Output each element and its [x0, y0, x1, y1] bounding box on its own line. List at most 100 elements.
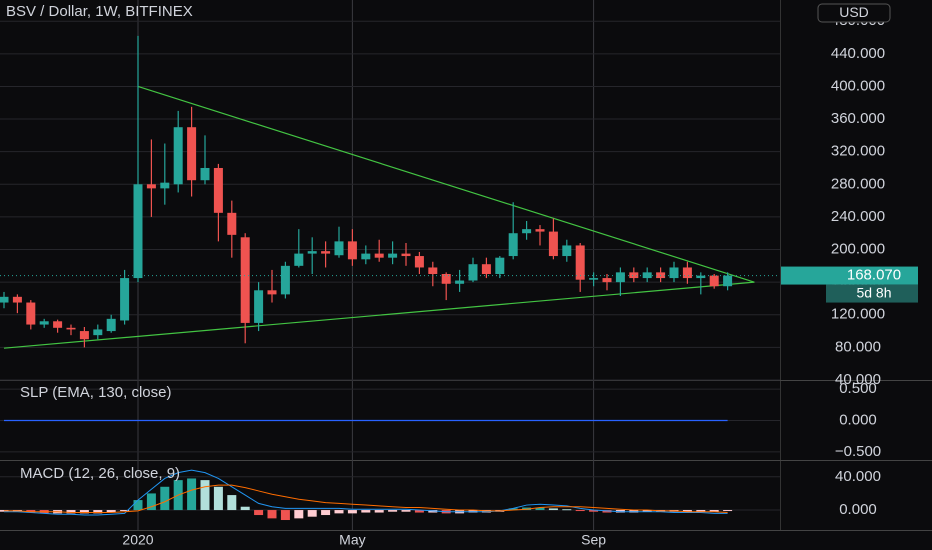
candle-body	[334, 241, 344, 256]
y-tick-label: 400.000	[831, 77, 885, 94]
y-tick-label: 200.000	[831, 240, 885, 257]
y-tick-label: 0.500	[839, 380, 877, 397]
candle-body	[307, 251, 317, 254]
macd-line	[4, 469, 728, 516]
histogram-bar	[240, 506, 250, 511]
candle-body	[495, 257, 505, 274]
candle-body	[26, 302, 36, 325]
histogram-bar	[254, 510, 264, 516]
candle-body	[66, 327, 76, 330]
y-tick-label: 320.000	[831, 143, 885, 160]
candle-body	[723, 275, 733, 287]
candle-body	[12, 296, 22, 303]
histogram-bar	[133, 500, 143, 511]
histogram-bar	[294, 510, 304, 519]
histogram-bar	[200, 480, 210, 511]
histogram-bar	[535, 507, 545, 511]
histogram-bar	[682, 510, 692, 512]
y-tick-label: 360.000	[831, 110, 885, 127]
histogram-bar	[723, 510, 733, 512]
candle-body	[347, 241, 357, 260]
candle-body	[575, 245, 585, 280]
candle-body	[240, 237, 250, 323]
histogram-bar	[227, 495, 237, 511]
histogram-bar	[307, 510, 317, 517]
histogram-bar	[120, 510, 130, 512]
candle-body	[0, 296, 9, 303]
y-tick-label: 0.000	[839, 411, 877, 428]
histogram-bar	[66, 510, 76, 514]
histogram-bar	[187, 478, 197, 511]
y-tick-label: 120.000	[831, 306, 885, 323]
candle-body	[562, 245, 572, 257]
candle-body	[455, 280, 465, 284]
macd-line	[4, 484, 728, 514]
x-tick-label: Sep	[581, 532, 606, 548]
histogram-bar	[508, 508, 518, 511]
last-price-box	[781, 266, 918, 285]
candle-body	[106, 318, 116, 332]
trendline	[137, 85, 755, 283]
candle-body	[187, 127, 197, 181]
candle-body	[160, 182, 170, 189]
candle-body	[173, 127, 183, 185]
candle-body	[200, 167, 210, 181]
histogram-bar	[106, 510, 116, 513]
histogram-bar	[334, 510, 344, 514]
candle-body	[401, 253, 411, 257]
candle-body	[133, 184, 143, 279]
candle-body	[682, 267, 692, 279]
candle-body	[374, 253, 384, 258]
candle-body	[696, 275, 706, 279]
countdown: 5d 8h	[856, 284, 891, 300]
candle-body	[669, 267, 679, 279]
candle-body	[254, 290, 264, 323]
candle-body	[481, 264, 491, 274]
x-tick-label: May	[339, 532, 365, 548]
candle-body	[428, 267, 438, 274]
histogram-bar	[414, 510, 424, 513]
histogram-bar	[79, 510, 89, 514]
histogram-bar	[321, 510, 331, 516]
indicator-title: SLP (EMA, 130, close)	[20, 384, 171, 401]
y-tick-label: 280.000	[831, 175, 885, 192]
currency[interactable]: USD	[839, 4, 869, 20]
candle-body	[361, 253, 371, 260]
histogram-bar	[388, 510, 398, 512]
candle-body	[294, 253, 304, 266]
candle-body	[120, 278, 130, 321]
candle-body	[615, 272, 625, 283]
currency-box[interactable]	[817, 3, 891, 23]
candle-body	[146, 184, 156, 189]
y-tick-label: 440.000	[831, 45, 885, 62]
y-tick-label: 40.000	[835, 468, 881, 485]
histogram-bar	[562, 509, 572, 511]
candle-body	[642, 272, 652, 279]
last-price-label: 168.070	[847, 267, 901, 284]
candle-body	[508, 233, 518, 257]
histogram-bar	[548, 508, 558, 511]
indicator-title: MACD (12, 26, close, 9)	[20, 465, 180, 482]
y-tick-label: 40.000	[835, 371, 881, 388]
candle-body	[280, 265, 290, 295]
histogram-bar	[93, 510, 103, 514]
candle-body	[535, 229, 545, 232]
candle-body	[53, 321, 63, 328]
candle-body	[267, 290, 277, 295]
histogram-bar	[347, 510, 357, 514]
histogram-bar	[642, 510, 652, 512]
x-tick-label: 2020	[122, 532, 153, 548]
candle-body	[39, 321, 49, 325]
candle-body	[629, 272, 639, 279]
countdown-box	[826, 284, 918, 303]
candle-body	[602, 278, 612, 283]
candle-body	[589, 278, 599, 280]
histogram-bar	[160, 486, 170, 511]
candle-body	[414, 256, 424, 268]
y-tick-label: 0.000	[839, 501, 877, 518]
candle-body	[441, 273, 451, 284]
candle-body	[388, 253, 398, 258]
histogram-bar	[575, 510, 585, 512]
histogram-bar	[709, 510, 719, 512]
histogram-bar	[146, 493, 156, 511]
